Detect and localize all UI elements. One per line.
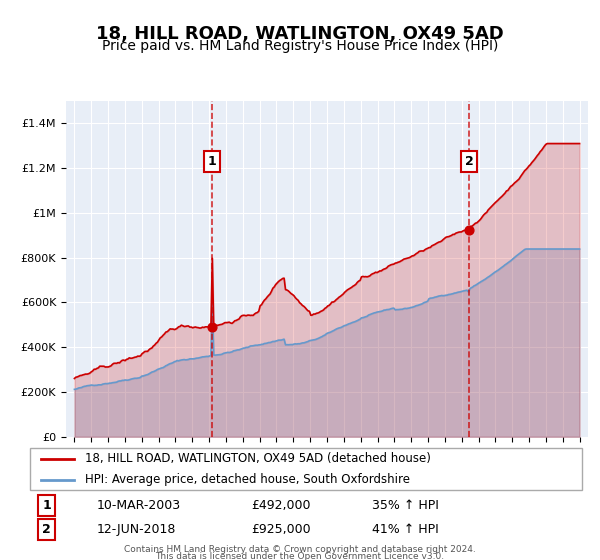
FancyBboxPatch shape: [30, 448, 582, 490]
Point: [464, 225, 474, 234]
Point: [208, 322, 217, 331]
Text: 2: 2: [465, 155, 473, 168]
Text: £492,000: £492,000: [251, 499, 310, 512]
Text: 18, HILL ROAD, WATLINGTON, OX49 5AD (detached house): 18, HILL ROAD, WATLINGTON, OX49 5AD (det…: [85, 452, 431, 465]
Text: 1: 1: [42, 499, 51, 512]
Text: £925,000: £925,000: [251, 522, 310, 536]
Text: 18, HILL ROAD, WATLINGTON, OX49 5AD: 18, HILL ROAD, WATLINGTON, OX49 5AD: [96, 25, 504, 43]
Text: 10-MAR-2003: 10-MAR-2003: [96, 499, 181, 512]
Text: This data is licensed under the Open Government Licence v3.0.: This data is licensed under the Open Gov…: [155, 552, 445, 560]
Text: 35% ↑ HPI: 35% ↑ HPI: [372, 499, 439, 512]
Text: Price paid vs. HM Land Registry's House Price Index (HPI): Price paid vs. HM Land Registry's House …: [102, 39, 498, 53]
Text: HPI: Average price, detached house, South Oxfordshire: HPI: Average price, detached house, Sout…: [85, 473, 410, 486]
Text: 12-JUN-2018: 12-JUN-2018: [96, 522, 176, 536]
Text: 41% ↑ HPI: 41% ↑ HPI: [372, 522, 439, 536]
Text: Contains HM Land Registry data © Crown copyright and database right 2024.: Contains HM Land Registry data © Crown c…: [124, 545, 476, 554]
Text: 2: 2: [42, 522, 51, 536]
Text: 1: 1: [208, 155, 217, 168]
